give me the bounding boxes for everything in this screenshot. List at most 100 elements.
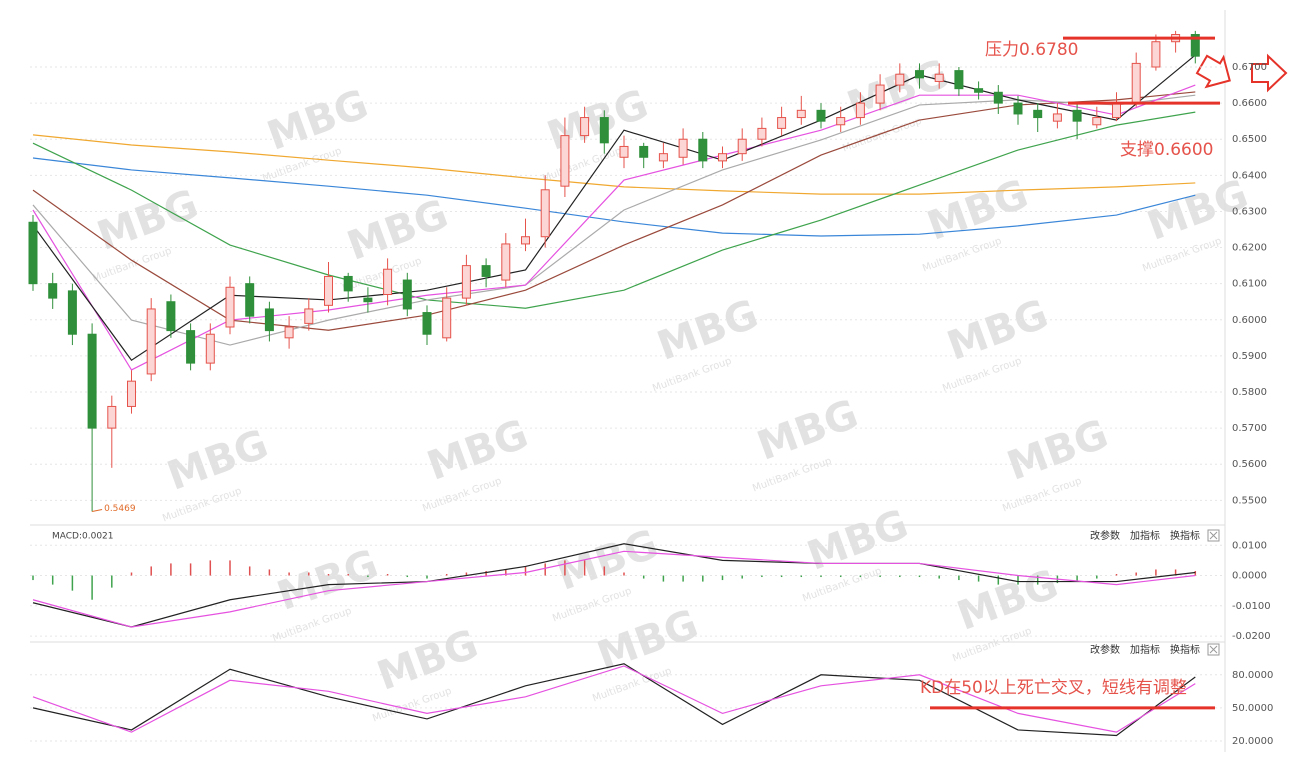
close-icon bbox=[1209, 645, 1218, 654]
y-tick-label: 0.6000 bbox=[1232, 315, 1267, 326]
candle-body bbox=[1072, 109, 1082, 122]
candle-body bbox=[718, 153, 727, 162]
candle-body bbox=[1052, 113, 1062, 122]
candle-body bbox=[442, 297, 452, 339]
arrow-icon bbox=[1195, 54, 1231, 89]
candle-body bbox=[28, 221, 38, 285]
candle-body bbox=[422, 312, 432, 335]
moving-average bbox=[32, 157, 1196, 237]
candle-body bbox=[836, 117, 846, 126]
candle-body bbox=[1013, 102, 1023, 115]
candle-body bbox=[186, 330, 196, 364]
y-tick-label: -0.0200 bbox=[1232, 631, 1271, 642]
toolbar-button[interactable]: 换指标 bbox=[1170, 529, 1200, 542]
y-tick-label: 20.0000 bbox=[1232, 736, 1273, 747]
y-tick-label: 0.6400 bbox=[1232, 170, 1267, 181]
candle-body bbox=[481, 265, 491, 277]
candle-body bbox=[639, 145, 649, 158]
arrow-icon bbox=[1251, 53, 1288, 93]
y-tick-label: 0.6500 bbox=[1232, 134, 1267, 145]
y-tick-label: 80.0000 bbox=[1232, 670, 1273, 681]
moving-average bbox=[32, 111, 1196, 309]
toolbar-button[interactable]: 加指标 bbox=[1130, 643, 1160, 656]
candle-body bbox=[324, 275, 333, 306]
candle-body bbox=[304, 308, 314, 324]
moving-average bbox=[32, 134, 1196, 195]
y-tick-label: 0.5800 bbox=[1232, 387, 1267, 398]
y-tick-label: -0.0100 bbox=[1232, 601, 1271, 612]
note: KD在50以上死亡交叉，短线有调整 bbox=[920, 678, 1187, 698]
close-icon bbox=[1209, 531, 1218, 540]
candle-body bbox=[580, 117, 590, 137]
indicator-line bbox=[32, 550, 1196, 628]
candle-body bbox=[777, 117, 787, 129]
toolbar-button[interactable]: 加指标 bbox=[1130, 529, 1160, 542]
candle-body bbox=[521, 236, 530, 245]
y-tick-label: 0.5900 bbox=[1232, 351, 1267, 362]
candle-body bbox=[1092, 117, 1102, 126]
y-tick-label: 0.6300 bbox=[1232, 206, 1267, 217]
candle-body bbox=[363, 297, 373, 303]
candle-body bbox=[1033, 109, 1043, 119]
candle-body bbox=[383, 268, 393, 296]
candle-body bbox=[48, 283, 58, 299]
candle-body bbox=[461, 265, 471, 299]
resistance-label: 压力0.6780 bbox=[985, 40, 1078, 60]
candle-body bbox=[225, 286, 235, 328]
close-button[interactable] bbox=[1207, 643, 1220, 656]
candle-body bbox=[402, 279, 412, 310]
candle-body bbox=[658, 153, 668, 162]
toolbar-button[interactable]: 改参数 bbox=[1090, 529, 1120, 542]
y-tick-label: 0.0100 bbox=[1232, 540, 1267, 551]
candle-body bbox=[1131, 62, 1141, 104]
y-tick-label: 0.6200 bbox=[1232, 243, 1267, 254]
y-tick-label: 0.6600 bbox=[1232, 98, 1267, 109]
candle-body bbox=[343, 275, 353, 292]
close-button[interactable] bbox=[1207, 529, 1220, 542]
y-tick-label: 50.0000 bbox=[1232, 703, 1273, 714]
candle-body bbox=[599, 117, 609, 144]
candle-body bbox=[875, 84, 885, 104]
candle-body bbox=[166, 301, 176, 332]
y-tick-label: 0.6100 bbox=[1232, 279, 1267, 290]
candle-body bbox=[245, 283, 255, 317]
candle-body bbox=[1151, 41, 1161, 68]
candle-body bbox=[796, 109, 806, 119]
candle-body bbox=[107, 405, 117, 429]
candle-body bbox=[954, 70, 964, 90]
candle-body bbox=[87, 333, 97, 429]
candle-body bbox=[678, 138, 688, 158]
candle-body bbox=[264, 308, 274, 332]
candle-body bbox=[501, 243, 511, 281]
candle-body bbox=[757, 127, 767, 140]
candle-body bbox=[284, 326, 294, 339]
candle-body bbox=[993, 91, 1003, 104]
indicator-line bbox=[32, 543, 1196, 628]
toolbar-button[interactable]: 改参数 bbox=[1090, 643, 1120, 656]
candle-body bbox=[540, 189, 550, 238]
support-label: 支撑0.6600 bbox=[1120, 140, 1213, 160]
candle-body bbox=[619, 145, 629, 158]
y-tick-label: 0.5500 bbox=[1232, 495, 1267, 506]
low-pointer bbox=[92, 509, 103, 513]
candle-body bbox=[974, 88, 984, 93]
candle-body bbox=[816, 109, 826, 122]
y-tick-label: 0.0000 bbox=[1232, 571, 1267, 582]
y-tick-label: 0.6700 bbox=[1232, 62, 1267, 73]
toolbar-button[interactable]: 换指标 bbox=[1170, 643, 1200, 656]
candle-body bbox=[67, 290, 77, 335]
y-tick-label: 0.5600 bbox=[1232, 459, 1267, 470]
candle-body bbox=[915, 70, 924, 79]
candle-body bbox=[1112, 102, 1121, 119]
candle-body bbox=[895, 73, 905, 86]
candle-body bbox=[127, 380, 136, 407]
candle-body bbox=[205, 333, 215, 364]
candle-body bbox=[146, 308, 156, 375]
candle-body bbox=[1190, 34, 1200, 57]
low-label: 0.5469 bbox=[104, 504, 136, 514]
indicator-label: MACD:0.0021 bbox=[52, 532, 114, 542]
y-tick-label: 0.5700 bbox=[1232, 423, 1267, 434]
indicator-line bbox=[32, 665, 1196, 733]
